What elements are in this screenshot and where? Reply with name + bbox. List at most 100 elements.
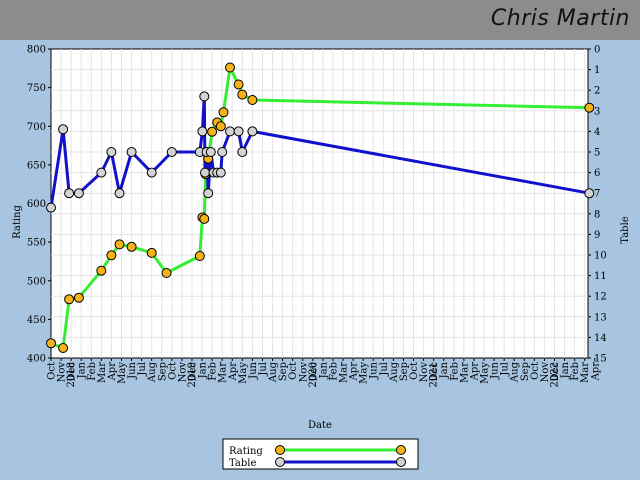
y-axis-left-label: Rating xyxy=(12,205,23,239)
data-point-rating xyxy=(161,268,172,278)
x-tick-label: Apr xyxy=(349,362,360,382)
x-tick-label: Jan xyxy=(439,361,450,379)
data-point-rating xyxy=(64,294,75,305)
data-point-rating xyxy=(215,121,226,132)
x-tick-label: Jan xyxy=(318,361,329,379)
data-point-table xyxy=(237,147,248,157)
x-tick-label: Jun xyxy=(490,361,501,379)
x-axis-ticks: Oct Nov Dec Jan Feb Mar Apr May Jun Jul Aug Sep Oct N… xyxy=(47,358,601,384)
x-year-label: 2020 xyxy=(308,362,319,387)
x-tick-label: Dec xyxy=(187,362,198,382)
right-tick-label: 0 xyxy=(594,45,600,56)
left-axis-ticks: 400 450 500 550 600 650 700 750 800 xyxy=(27,45,51,365)
x-axis-label: Date xyxy=(308,420,332,431)
x-tick-label: May xyxy=(359,362,370,384)
left-tick-label: 550 xyxy=(27,238,46,249)
left-tick-label: 450 xyxy=(27,315,46,326)
x-tick-label: Mar xyxy=(580,362,591,383)
right-tick-label: 4 xyxy=(594,127,600,138)
x-tick-label: Apr xyxy=(469,362,480,382)
player-name: Chris Martin xyxy=(490,6,630,31)
legend-marker-rating xyxy=(275,445,285,455)
y-axis-right-label: Table xyxy=(620,216,631,243)
x-tick-label: Aug xyxy=(389,361,400,383)
x-tick-label: Oct xyxy=(167,362,178,380)
right-tick-label: 1 xyxy=(594,65,600,76)
right-tick-label: 5 xyxy=(594,148,600,159)
x-tick-label: Jul xyxy=(137,362,148,377)
data-point-table xyxy=(215,167,226,178)
data-point-table xyxy=(73,188,84,199)
data-point-rating xyxy=(114,239,125,250)
data-point-table xyxy=(197,126,208,137)
left-tick-label: 700 xyxy=(27,122,46,133)
legend-label-rating: Rating xyxy=(229,446,263,457)
data-point-table xyxy=(199,91,210,102)
legend-box xyxy=(222,438,419,470)
data-point-table xyxy=(96,167,107,178)
data-point-table xyxy=(58,124,69,135)
x-tick-label: Oct xyxy=(47,362,58,380)
legend: Rating Table xyxy=(222,438,419,470)
x-tick-label: Feb xyxy=(87,362,98,381)
x-tick-label: Jan xyxy=(198,361,209,379)
data-point-rating xyxy=(106,250,117,261)
data-point-table xyxy=(166,147,177,157)
data-point-table xyxy=(200,167,210,178)
data-point-table xyxy=(584,188,595,199)
x-tick-label: Oct xyxy=(409,362,420,380)
x-tick-label: Aug xyxy=(147,361,158,383)
right-tick-label: 13 xyxy=(594,312,607,323)
data-point-table xyxy=(225,126,235,137)
data-point-rating xyxy=(199,213,210,224)
x-tick-label: Mar xyxy=(339,362,350,383)
x-tick-label: May xyxy=(480,362,491,384)
data-point-rating xyxy=(247,95,258,105)
x-tick-label: Dec xyxy=(550,362,561,382)
data-point-rating xyxy=(46,338,56,349)
x-tick-label: Apr xyxy=(228,362,239,382)
data-point-table xyxy=(114,188,125,199)
x-tick-label: Nov xyxy=(57,362,68,383)
x-tick-label: Dec xyxy=(429,362,440,382)
x-tick-label: Jul xyxy=(379,362,390,377)
left-tick-label: 400 xyxy=(27,354,46,365)
right-tick-label: 9 xyxy=(594,230,600,241)
x-tick-label: Jul xyxy=(258,362,269,377)
data-point-rating xyxy=(584,102,595,113)
x-tick-label: Feb xyxy=(208,362,219,381)
data-point-rating xyxy=(225,62,235,73)
x-tick-label: Jul xyxy=(500,362,511,377)
x-tick-label: Apr xyxy=(590,362,601,382)
x-tick-label: Aug xyxy=(510,361,521,383)
right-tick-label: 6 xyxy=(594,168,600,179)
x-year-label: 2021 xyxy=(429,362,440,387)
left-tick-label: 800 xyxy=(27,45,46,56)
data-point-rating xyxy=(58,343,69,353)
legend-marker-rating xyxy=(396,445,406,455)
legend-marker-table xyxy=(396,457,406,467)
right-tick-label: 14 xyxy=(594,333,607,344)
data-point-rating xyxy=(233,79,244,90)
x-year-label: 2022 xyxy=(550,362,561,387)
x-tick-label: Aug xyxy=(268,361,279,383)
x-tick-label: Mar xyxy=(459,362,470,383)
x-tick-label: Feb xyxy=(570,362,581,381)
data-point-rating xyxy=(218,107,229,118)
x-year-label: 2018 xyxy=(66,362,77,387)
x-axis-year-labels: 2018 2019 2020 2021 2022 xyxy=(66,362,560,387)
data-point-table xyxy=(146,167,157,178)
x-tick-label: Jun xyxy=(248,361,259,379)
right-tick-label: 11 xyxy=(594,271,607,282)
left-tick-label: 600 xyxy=(27,199,46,210)
right-tick-label: 10 xyxy=(594,251,607,262)
legend-label-table: Table xyxy=(229,458,256,469)
right-tick-label: 12 xyxy=(594,292,607,303)
grid-lines xyxy=(51,49,588,358)
data-point-table xyxy=(106,147,117,157)
x-tick-label: Oct xyxy=(530,362,541,380)
data-point-rating xyxy=(73,292,84,303)
